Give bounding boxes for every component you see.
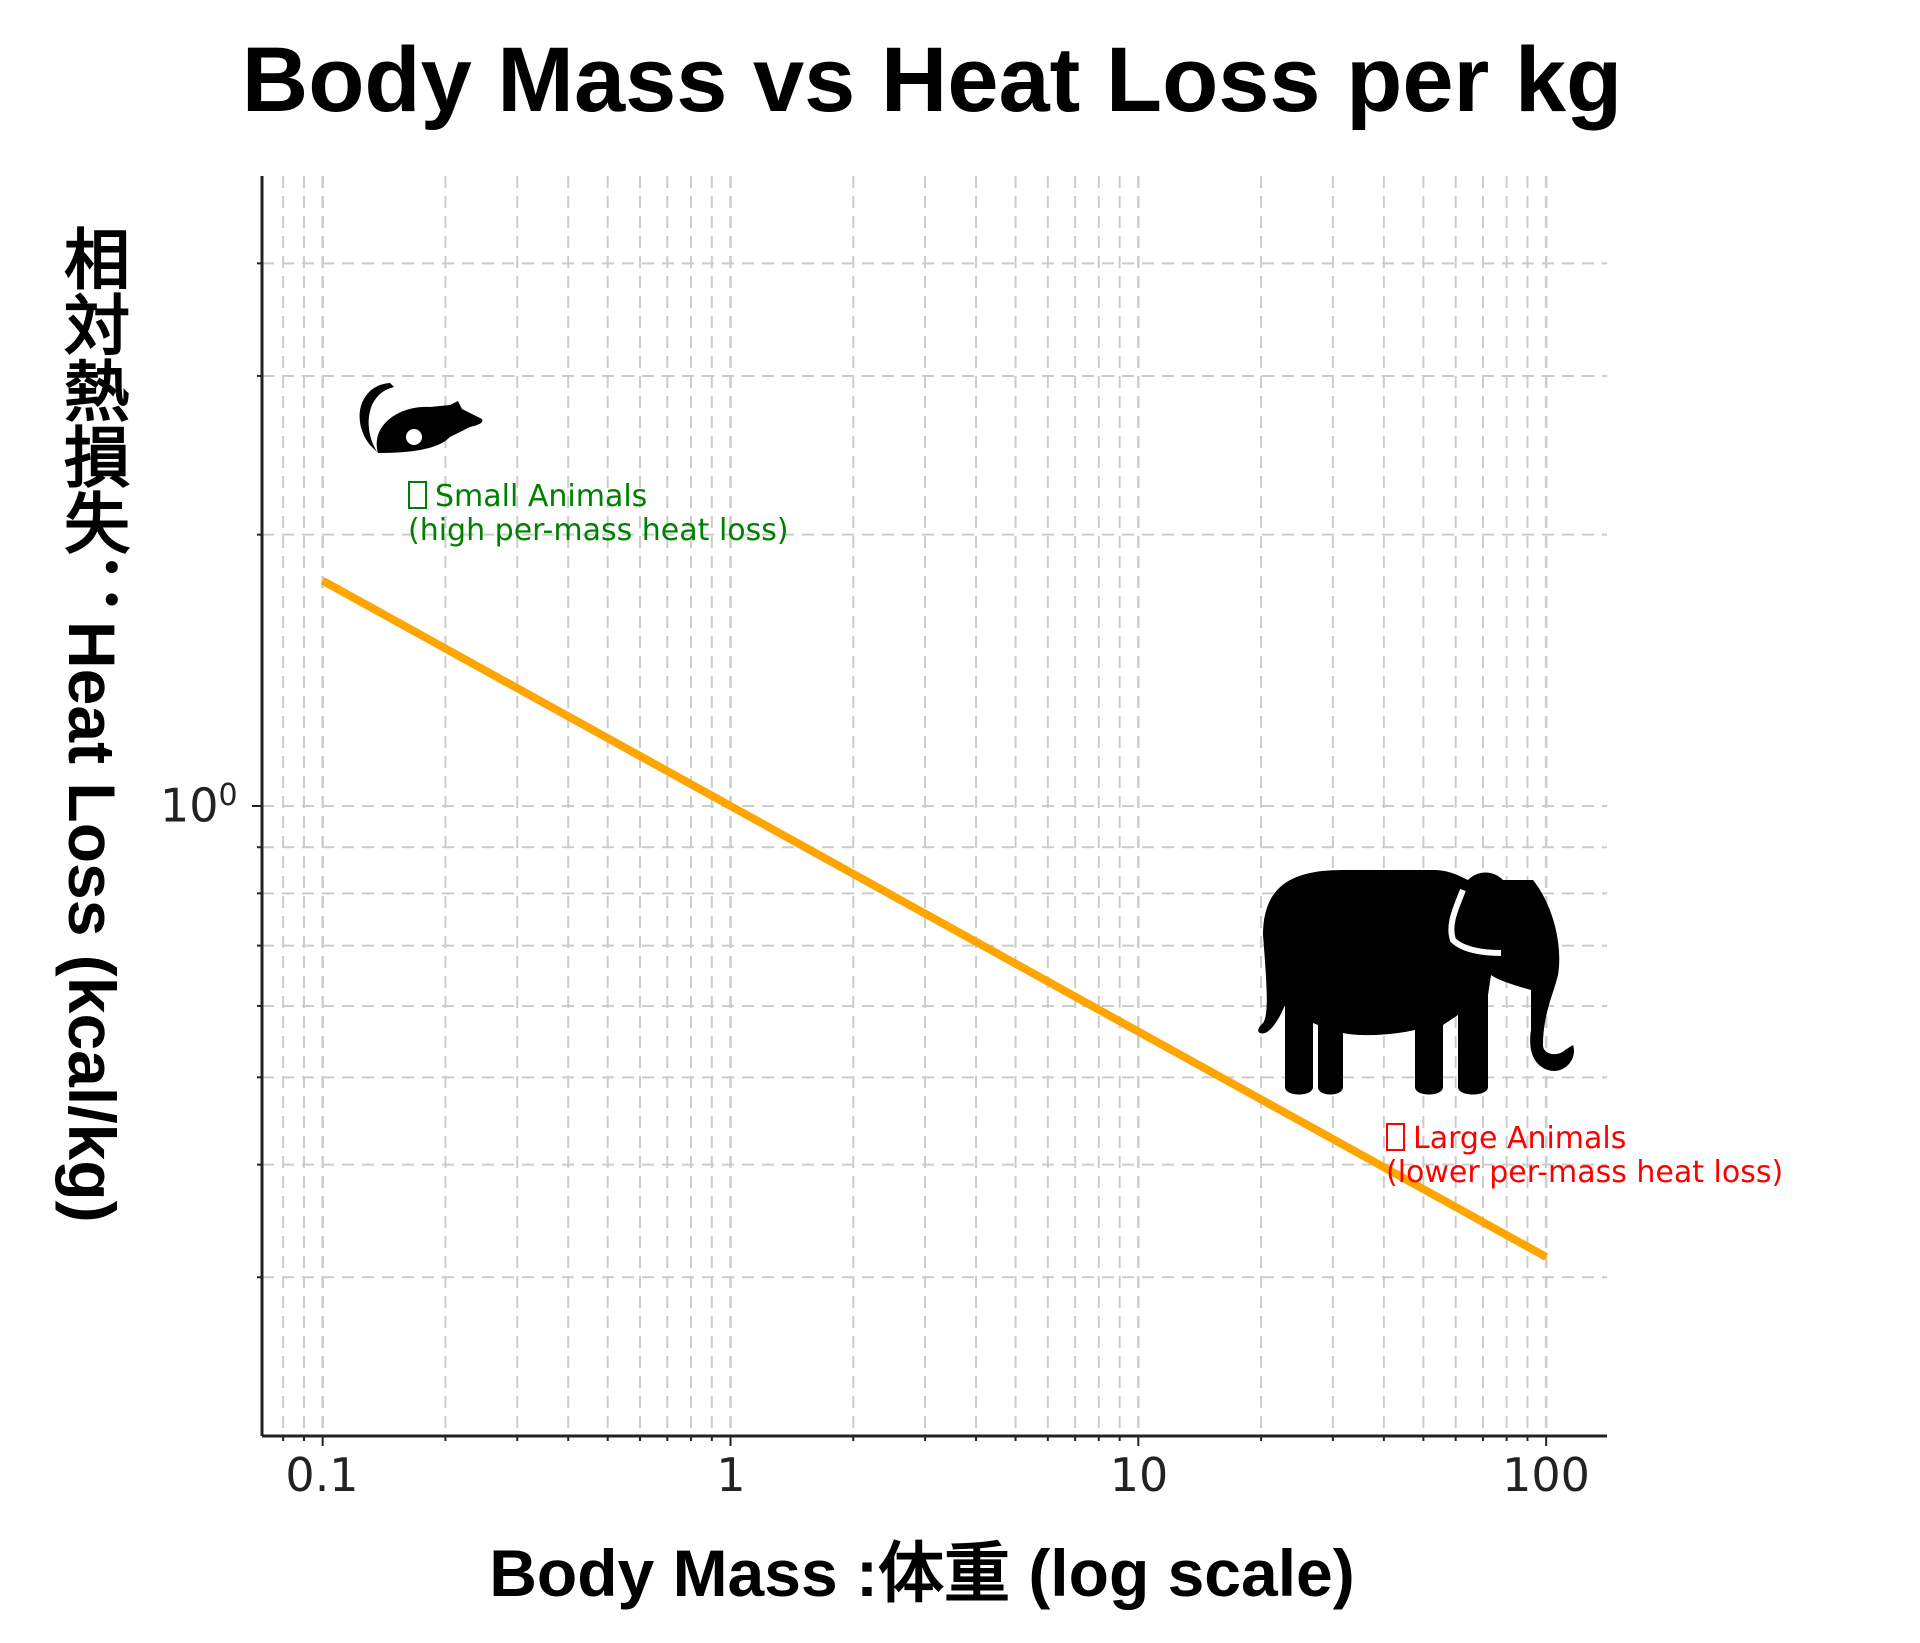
chart-title: Body Mass vs Heat Loss per kg	[241, 29, 1623, 131]
elephant-icon	[1258, 870, 1574, 1095]
annotation-small-animals: Small Animals (high per-mass heat loss)	[408, 479, 789, 548]
mouse-emoji-icon	[408, 481, 427, 509]
annotation-large-animals: Large Animals (lower per-mass heat loss)	[1386, 1121, 1784, 1190]
grid	[252, 176, 1607, 1446]
elephant-emoji-icon	[1386, 1123, 1405, 1151]
x-tick-label: 10	[1109, 1448, 1169, 1502]
x-tick-label: 0.1	[285, 1448, 359, 1502]
x-tick-label: 1	[716, 1448, 746, 1502]
mouse-icon	[359, 383, 483, 453]
y-tick-label: 100	[160, 778, 238, 833]
x-axis-label: Body Mass :体重 (log scale)	[489, 1536, 1355, 1610]
series-line-heat-loss	[320, 577, 1549, 1261]
axes	[260, 176, 1607, 1438]
x-tick-label: 100	[1502, 1448, 1590, 1502]
y-axis-label: 相対熱損失：Heat Loss (kcal/kg)	[55, 225, 129, 1223]
